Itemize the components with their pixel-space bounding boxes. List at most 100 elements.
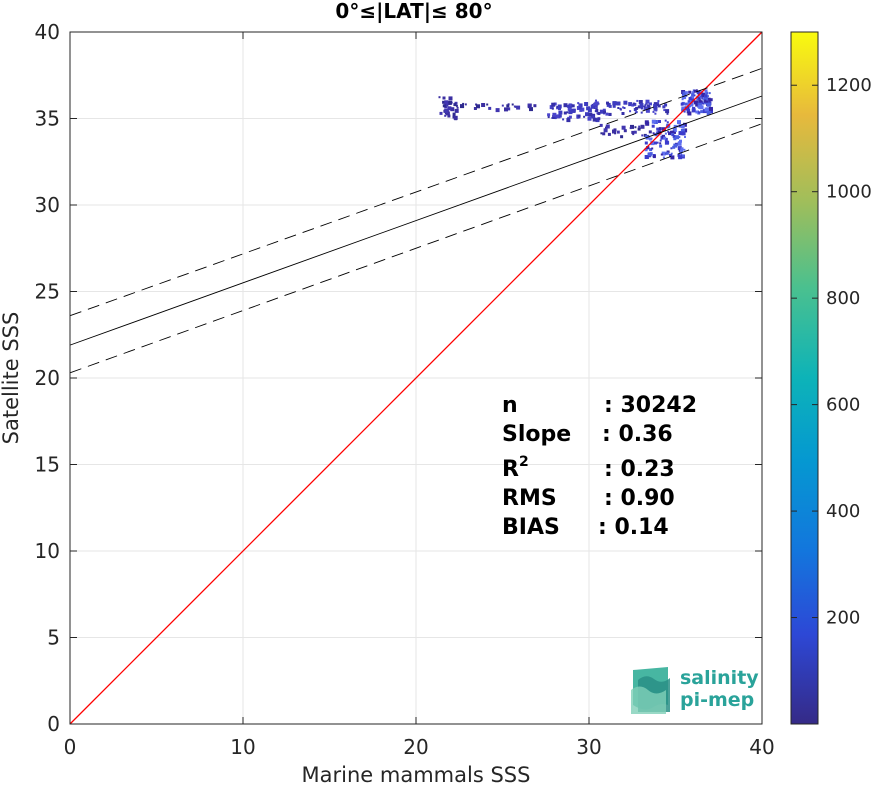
regression-lower-line [69,123,763,374]
density-cell [556,114,561,119]
density-cell [682,92,686,96]
density-cell [654,141,657,145]
density-cell [639,103,644,108]
density-cell [506,104,510,108]
density-cell [694,100,698,105]
density-cell [592,117,597,122]
density-cell [670,147,673,150]
density-cell [556,107,559,110]
density-cell [495,108,500,113]
stat-n-value: : 30242 [604,393,697,418]
stat-bias-value: : 0.14 [598,515,669,540]
density-cell [662,105,666,109]
density-cell [649,102,652,106]
density-cell [592,115,595,118]
density-cell [680,128,684,132]
one-to-one-line [69,31,763,725]
density-cell [640,124,645,129]
density-cell [691,93,695,97]
density-cell [675,135,679,140]
density-cell [623,107,626,109]
density-cell [444,109,449,113]
density-cell [670,152,673,155]
density-cell [527,105,531,109]
density-cell [709,109,713,114]
density-cell [481,103,486,107]
regression-upper-line [69,67,763,317]
density-cell [588,112,593,117]
density-cell [603,128,608,133]
density-cell [641,134,644,137]
density-cell [681,98,684,101]
colorbar-gradient [791,32,818,724]
density-cell [684,102,688,106]
density-cell [662,134,665,138]
density-cell [698,104,703,109]
y-tick-label: 15 [35,453,60,477]
density-cell [607,132,611,136]
density-cell [666,121,669,124]
density-cell [594,106,597,109]
density-cell [659,144,663,148]
density-cell [698,97,701,100]
density-cell [638,100,643,104]
density-cell [623,129,627,133]
y-tick-label: 30 [35,193,60,217]
density-cell [644,103,647,106]
density-cell [622,106,625,109]
density-cell [695,110,699,114]
density-cell [665,109,670,114]
density-cell [684,136,686,138]
density-cell [568,110,573,115]
density-cell [655,131,658,134]
density-cell [605,124,610,129]
density-cell [700,101,704,105]
density-cell [551,117,554,119]
density-cell [585,112,589,117]
density-cell [623,100,628,105]
density-cell [558,110,563,115]
stat-bias-label: BIAS [502,515,560,540]
density-cell [680,149,683,153]
density-cell [606,101,609,105]
stat-rms-label: RMS [502,486,557,511]
density-cell [644,120,649,125]
density-cell [632,133,635,136]
density-cell [669,154,672,157]
density-cell [646,146,650,150]
density-cell [668,132,671,136]
density-cell [657,100,660,103]
y-axis-label: Satellite SSS [0,312,23,445]
density-cell [568,103,572,107]
density-cell [516,105,521,110]
density-cell [602,132,606,136]
density-cell [637,127,641,131]
density-cell [638,125,641,128]
density-cell [473,107,477,110]
density-cell [566,104,570,108]
density-cell [673,143,678,148]
density-cell [645,99,650,104]
density-cell [673,124,677,128]
reference-lines [69,31,763,725]
density-cell [621,112,625,115]
density-cell [629,110,632,113]
density-cell [529,107,533,112]
density-cell [633,102,635,105]
x-axis-label: Marine mammals SSS [302,763,531,786]
stat-r2-superscript: 2 [519,454,529,470]
stats-block: n : 30242 Slope : 0.36 R2 : 0.23 RMS : 0… [502,393,697,540]
density-cell [670,155,675,160]
density-cell [649,148,653,152]
density-cell [456,106,459,109]
density-cell [476,104,480,109]
density-cell [682,155,685,158]
density-cell [666,112,669,115]
density-cell [677,153,681,157]
density-cell [689,101,694,106]
density-cell [700,110,704,114]
density-cell [681,106,685,110]
density-cell [438,96,441,99]
density-cell [445,111,450,116]
wave-icon [631,667,670,714]
